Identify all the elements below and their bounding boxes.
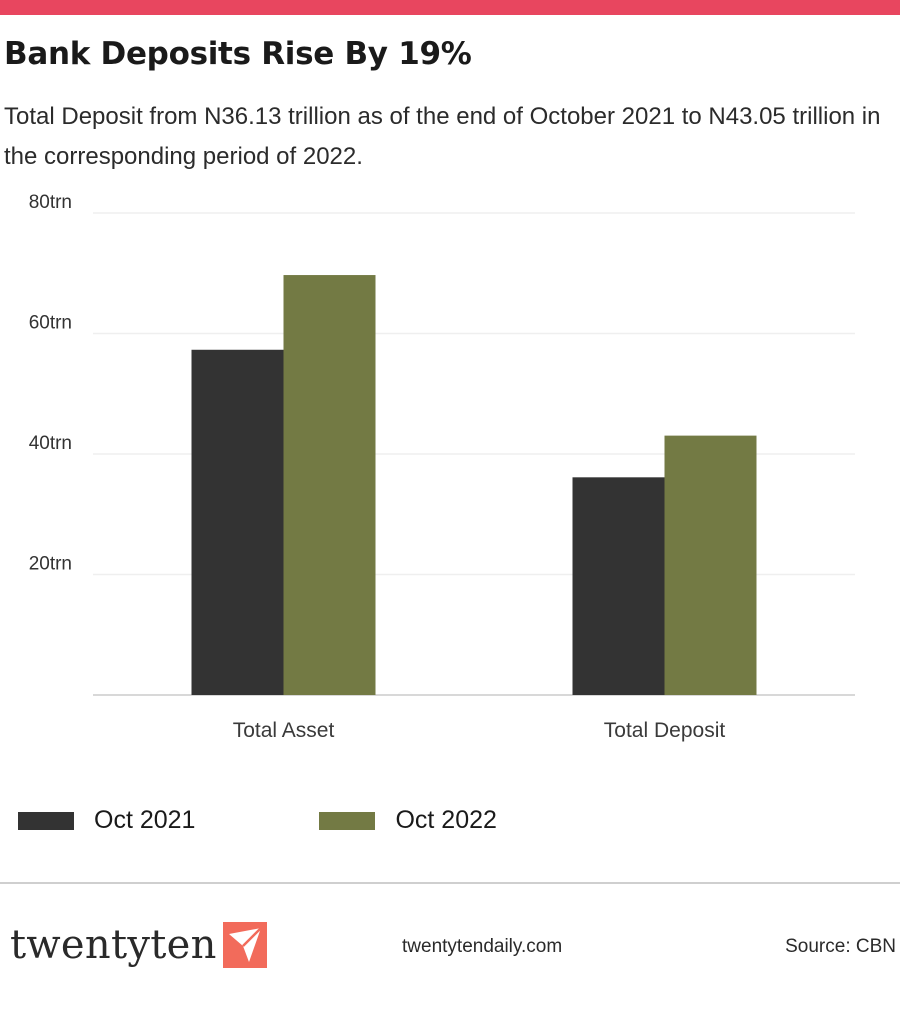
legend-swatch-oct-2021: [18, 811, 74, 830]
legend-item-oct-2021: Oct 2021: [18, 806, 195, 835]
source-note: Source: CBN: [785, 936, 896, 957]
paper-plane-icon: [222, 922, 267, 968]
brand-logo: twentyten: [10, 922, 267, 968]
legend-item-oct-2022: Oct 2022: [319, 806, 497, 835]
chart-title: Bank Deposits Rise By 19%: [4, 36, 472, 72]
chart-subtitle: Total Deposit from N36.13 trillion as of…: [4, 103, 881, 170]
legend-label-oct-2022: Oct 2022: [395, 806, 497, 834]
y-tick-label: 40trn: [29, 433, 72, 454]
y-tick-label: 80trn: [29, 192, 72, 213]
bar-chart: 20trn 40trn 60trn 80trn Total Asset Total Dep…: [29, 192, 855, 742]
bar-total-asset-oct-2022: [283, 275, 376, 695]
bar-total-deposit-oct-2022: [664, 435, 757, 695]
accent-bar: [0, 0, 900, 15]
site-url: twentytendaily.com: [402, 936, 563, 957]
bar-total-asset-oct-2021: [191, 349, 284, 695]
legend: Oct 2021 Oct 2022: [18, 806, 497, 835]
y-tick-label: 20trn: [29, 554, 72, 575]
x-tick-label: Total Asset: [233, 719, 335, 742]
y-tick-label: 60trn: [29, 313, 72, 334]
logo-text: twentyten: [10, 922, 217, 968]
bar-total-deposit-oct-2021: [572, 477, 665, 695]
footer-divider: [0, 882, 900, 884]
x-tick-label: Total Deposit: [604, 719, 726, 742]
legend-swatch-oct-2022: [319, 811, 376, 830]
legend-label-oct-2021: Oct 2021: [94, 806, 196, 834]
